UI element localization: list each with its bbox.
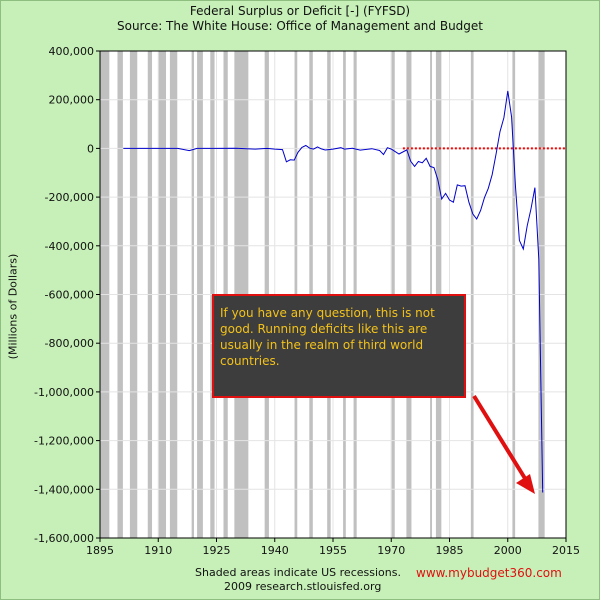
x-tick-label: 1955 <box>319 544 347 557</box>
y-tick-label: -1,600,000 <box>34 532 94 545</box>
x-tick-label: 1910 <box>144 544 172 557</box>
x-tick-label: 1925 <box>203 544 231 557</box>
x-tick-label: 1940 <box>261 544 289 557</box>
y-tick-label: -600,000 <box>45 289 94 302</box>
x-tick-label: 2000 <box>494 544 522 557</box>
chart-title: Federal Surplus or Deficit [-] (FYFSD) <box>189 4 411 18</box>
x-tick-label: 1985 <box>436 544 464 557</box>
y-tick-label: -200,000 <box>45 191 94 204</box>
y-tick-label: -1,200,000 <box>34 435 94 448</box>
y-axis-label: (Millions of Dollars) <box>6 253 20 360</box>
annotation-arrow <box>472 394 528 482</box>
watermark-url: www.mybudget360.com <box>416 566 562 580</box>
y-tick-label: -800,000 <box>45 337 94 350</box>
annotation-callout: If you have any question, this is not go… <box>212 294 466 398</box>
y-tick-label: 200,000 <box>49 94 95 107</box>
x-tick-label: 2015 <box>552 544 580 557</box>
y-tick-label: -1,000,000 <box>34 386 94 399</box>
footer-source: 2009 research.stlouisfed.org <box>224 580 382 593</box>
footer-recession-note: Shaded areas indicate US recessions. <box>195 566 401 579</box>
y-tick-label: -1,400,000 <box>34 483 94 496</box>
y-tick-label: 0 <box>87 142 94 155</box>
chart-subtitle: Source: The White House: Office of Manag… <box>116 19 483 33</box>
y-tick-label: -400,000 <box>45 240 94 253</box>
annotation-arrowhead <box>516 474 535 494</box>
series-line <box>123 90 544 493</box>
x-tick-label: 1895 <box>86 544 114 557</box>
y-tick-label: 400,000 <box>49 45 95 58</box>
x-tick-label: 1970 <box>377 544 405 557</box>
